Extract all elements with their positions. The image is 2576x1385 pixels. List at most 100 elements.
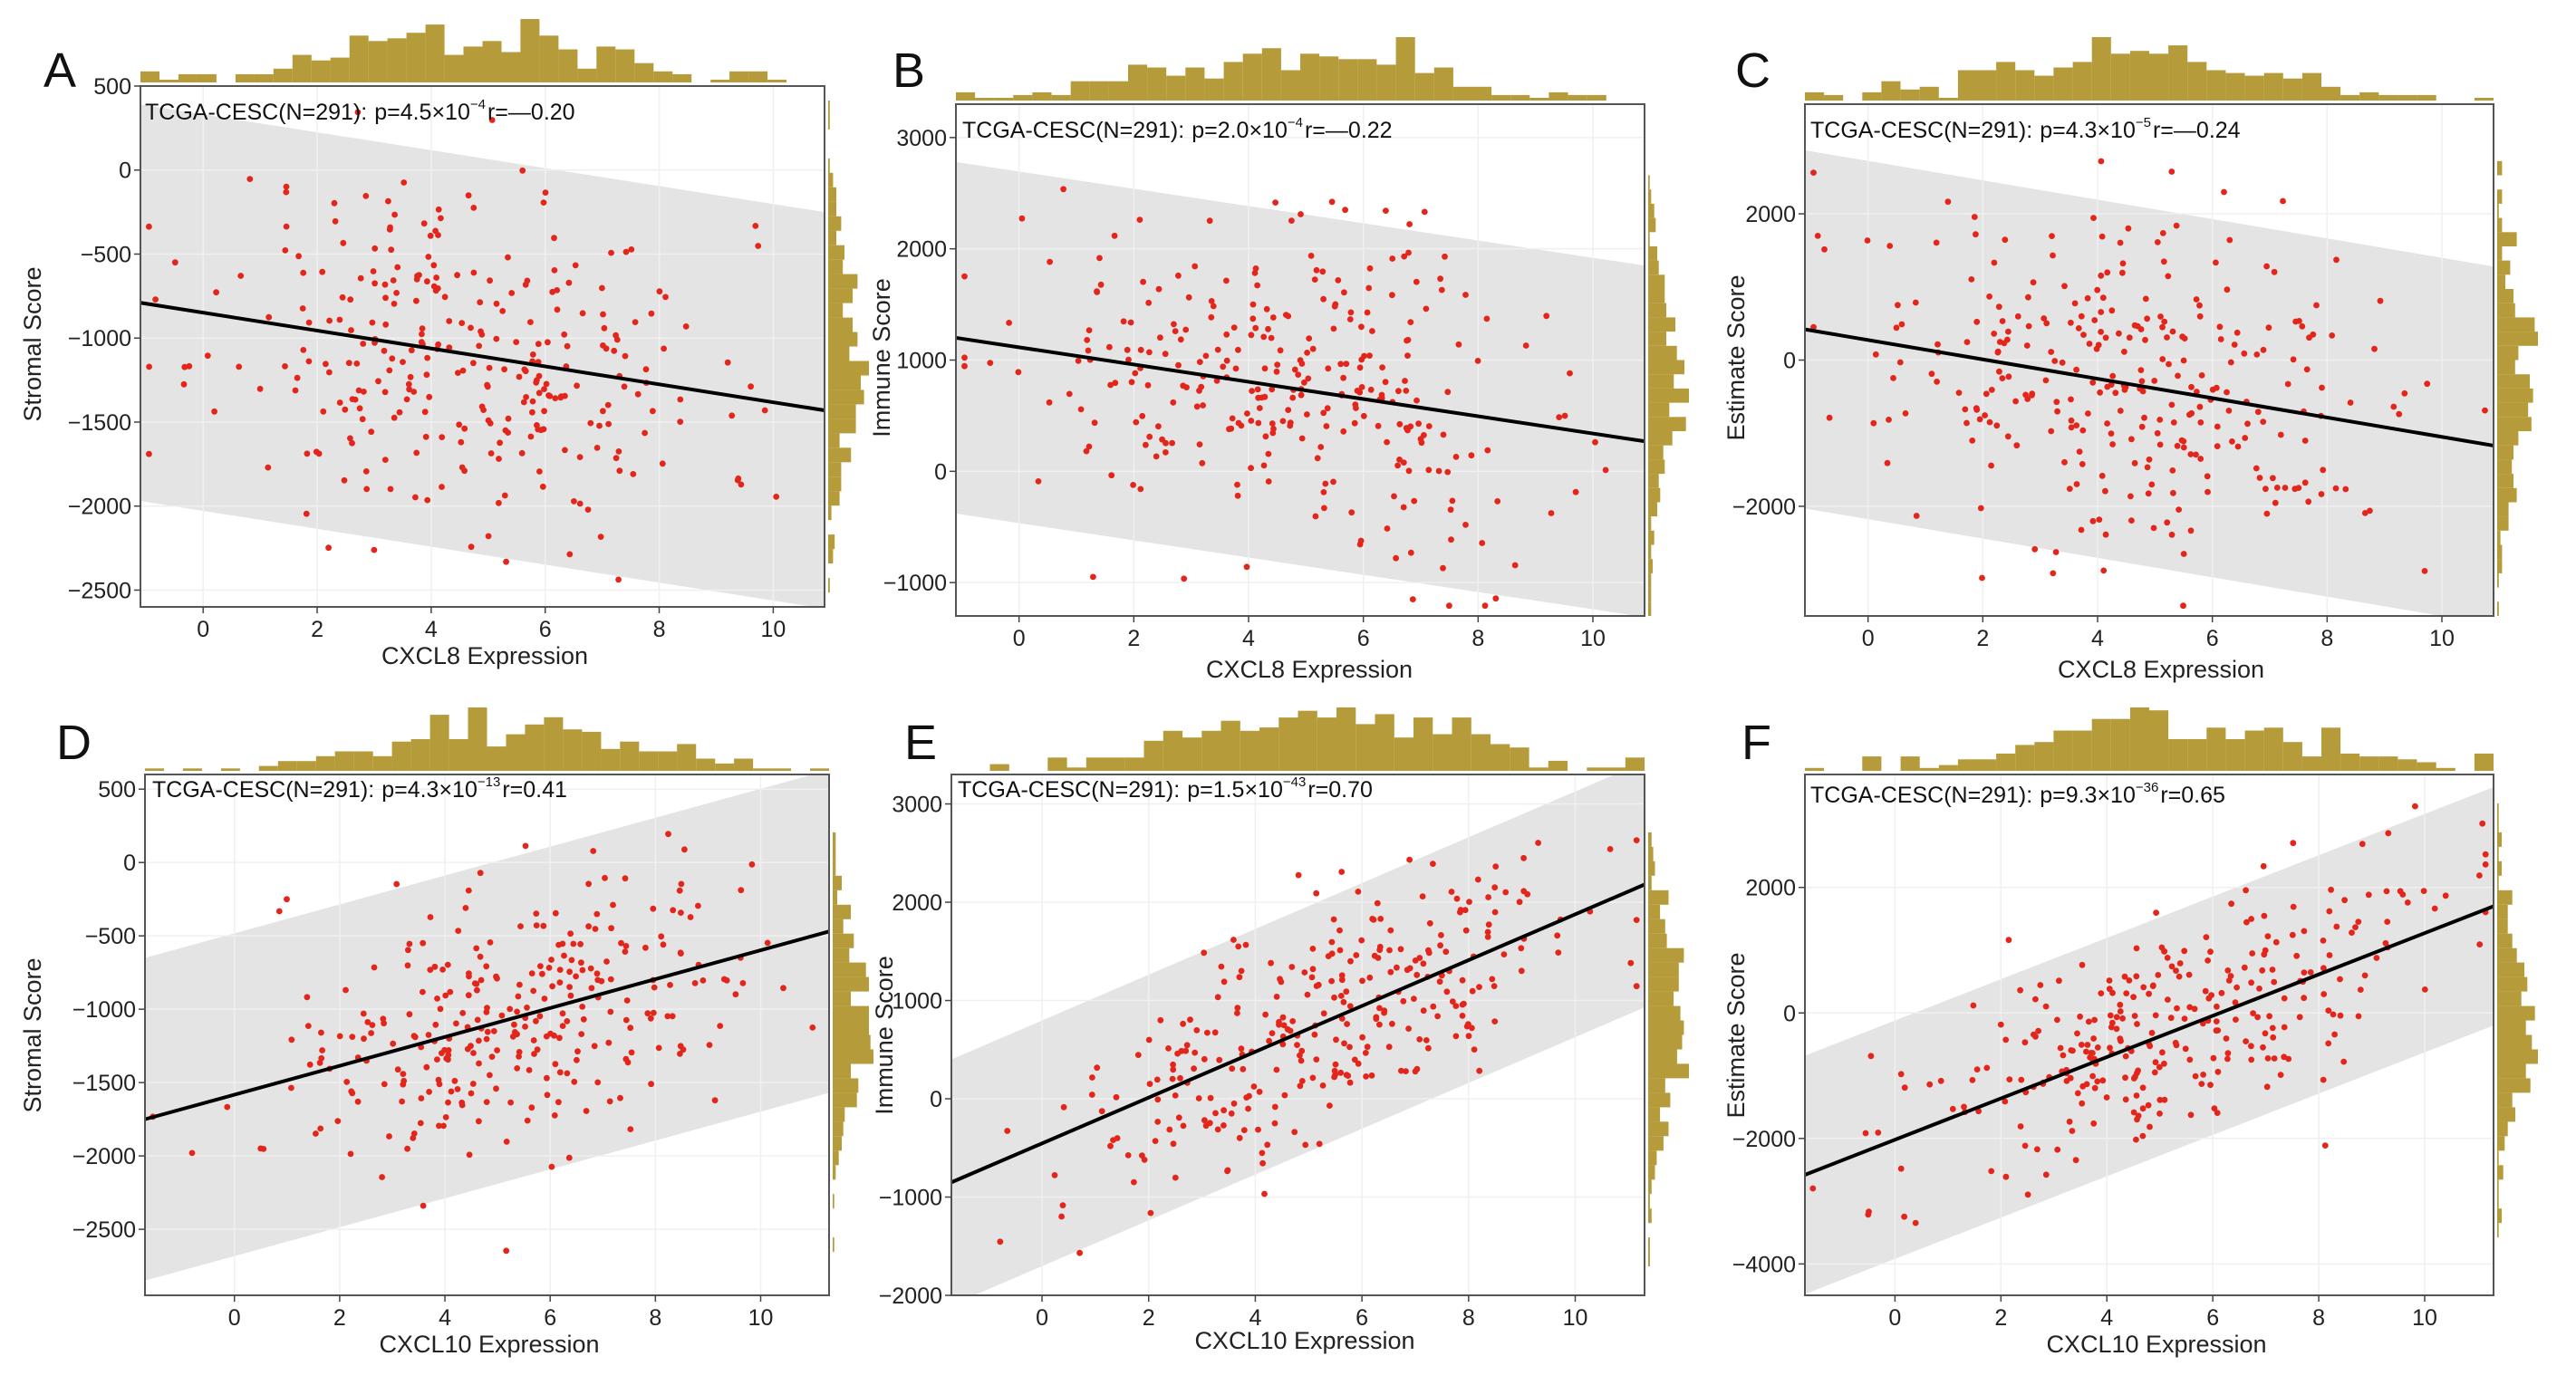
data-point: [256, 385, 264, 392]
data-point: [1152, 1138, 1159, 1144]
data-point: [1933, 239, 1940, 246]
data-point: [284, 896, 290, 903]
annot-p-e: p=1.5×10: [1187, 777, 1283, 803]
data-point: [465, 192, 472, 199]
hist-bar-right: [1648, 360, 1684, 375]
data-point: [1865, 1211, 1872, 1218]
hist-bar-top: [1336, 707, 1356, 771]
data-point: [677, 418, 684, 425]
data-point: [605, 420, 612, 428]
data-point: [2119, 1015, 2127, 1022]
data-point: [2157, 313, 2164, 320]
data-point: [2280, 197, 2286, 205]
data-point: [1346, 1079, 1354, 1086]
data-point: [2148, 481, 2156, 488]
hist-bar-right: [833, 1237, 835, 1253]
data-point: [2117, 1035, 2124, 1042]
data-point: [1369, 328, 1375, 334]
data-point: [659, 460, 666, 467]
data-point: [615, 576, 622, 583]
hist-bar-top: [1128, 64, 1148, 101]
data-point: [1413, 971, 1421, 978]
hist-bar-right: [1648, 601, 1652, 616]
data-point: [2260, 346, 2267, 353]
data-point: [1269, 1030, 1276, 1036]
data-point: [2042, 1171, 2050, 1178]
hist-bar-right: [828, 187, 836, 202]
y-tick-label: −2000: [879, 1284, 942, 1309]
x-tick-label: 4: [425, 617, 438, 642]
hist-bar-top: [1220, 720, 1240, 771]
data-point: [1170, 1066, 1177, 1073]
data-point: [1358, 323, 1365, 331]
data-point: [1453, 895, 1461, 902]
data-point: [1145, 299, 1153, 306]
data-point: [1492, 595, 1500, 602]
data-point: [1982, 412, 1989, 418]
data-point: [1139, 412, 1146, 419]
data-point: [1144, 381, 1152, 389]
data-point: [1381, 1009, 1387, 1016]
data-point: [1986, 418, 1993, 426]
data-point: [1304, 991, 1311, 998]
data-point: [1446, 602, 1452, 610]
data-point: [1249, 301, 1257, 308]
data-point: [360, 1010, 367, 1017]
regression-line-d: [144, 929, 830, 1121]
data-point: [146, 363, 153, 370]
data-point: [413, 449, 420, 457]
hist-bar-top: [734, 758, 754, 771]
data-point: [1977, 505, 1984, 512]
data-point: [618, 939, 624, 947]
data-point: [2089, 379, 2097, 386]
data-point: [1146, 1081, 1153, 1087]
data-point: [2250, 1010, 2257, 1016]
data-point: [1307, 253, 1315, 259]
data-point: [1481, 602, 1489, 610]
data-point: [1963, 339, 1971, 345]
data-point: [2113, 1014, 2120, 1021]
data-point: [2263, 510, 2271, 517]
data-point: [306, 1061, 314, 1068]
x-tick-label: 10: [2429, 626, 2455, 651]
data-point: [146, 450, 152, 457]
data-point: [2091, 1084, 2098, 1092]
data-point: [2159, 356, 2166, 362]
hist-bar-right: [1648, 445, 1664, 460]
hist-bar-top: [539, 35, 559, 82]
data-point: [1407, 423, 1414, 430]
data-point: [2320, 938, 2327, 944]
data-point: [2285, 1055, 2292, 1063]
hist-bar-top: [1147, 67, 1167, 101]
plot-frame-a: [140, 85, 825, 608]
data-point: [2041, 315, 2048, 322]
hist-bar-right: [1648, 232, 1650, 246]
data-point: [2142, 336, 2148, 343]
data-point: [470, 269, 478, 276]
hist-bar-top: [596, 46, 616, 82]
data-point: [400, 1077, 408, 1084]
data-point: [2213, 1027, 2220, 1034]
data-point: [2373, 955, 2380, 961]
marginal-hist-top-b: [956, 37, 1606, 101]
data-point: [1420, 1007, 1427, 1015]
data-point: [2262, 1030, 2269, 1037]
plot-frame-e: [950, 774, 1645, 1296]
data-point: [1336, 927, 1343, 934]
y-tick-label: −2000: [1732, 1127, 1796, 1152]
data-point: [1572, 488, 1579, 495]
data-point: [1249, 388, 1255, 394]
annot-exp-e: −43: [1283, 774, 1306, 790]
data-point: [2228, 900, 2235, 908]
regression-line-f: [1804, 904, 2494, 1177]
data-point: [600, 408, 606, 415]
data-point: [2109, 372, 2117, 380]
y-axis-title-f: Estimate Score: [1722, 952, 1750, 1118]
hist-bar-top: [140, 71, 159, 82]
data-point: [2203, 934, 2210, 940]
data-point: [2151, 1069, 2158, 1076]
data-point: [748, 861, 756, 868]
data-point: [677, 1043, 684, 1050]
data-point: [1358, 937, 1365, 944]
